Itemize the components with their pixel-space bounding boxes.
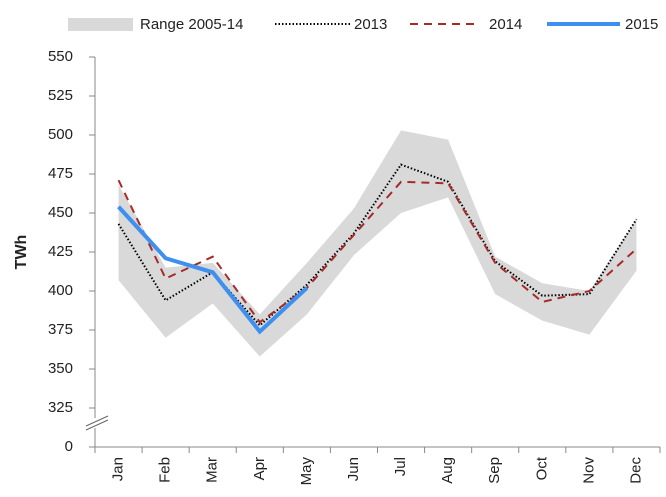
series-line — [117, 205, 309, 335]
y-tick-label: 450 — [48, 204, 73, 221]
x-tick-label: Jul — [392, 457, 409, 476]
x-tick-label: Jun — [345, 457, 362, 481]
x-tick-label: Oct — [533, 456, 550, 480]
series-line — [117, 163, 638, 327]
x-tick-label: Sep — [486, 457, 503, 484]
y-tick-label: 525 — [48, 87, 73, 104]
y-tick-label: 350 — [48, 360, 73, 377]
y-tick-label: 500 — [48, 126, 73, 143]
x-tick-label: Apr — [251, 457, 268, 480]
legend-label: 2015 — [625, 16, 658, 33]
axis-break — [85, 419, 109, 431]
x-tick-label: May — [298, 457, 315, 486]
x-tick-label: Mar — [204, 457, 221, 483]
x-tick-label: Feb — [157, 457, 174, 483]
y-tick-label: 425 — [48, 243, 73, 260]
series-line — [117, 179, 638, 324]
legend-label: 2014 — [489, 16, 522, 33]
legend-swatch — [68, 18, 133, 31]
legend-label: 2013 — [354, 16, 387, 33]
x-tick-label: Nov — [580, 457, 597, 484]
y-tick-label: 325 — [48, 399, 73, 416]
axis-break-gap — [88, 418, 102, 428]
legend-label: Range 2005-14 — [140, 16, 243, 33]
x-tick-label: Aug — [439, 457, 456, 484]
y-axis-title: TWh — [13, 235, 30, 270]
y-tick-label: 550 — [48, 48, 73, 65]
y-tick-label: 475 — [48, 165, 73, 182]
axis-break — [85, 415, 109, 427]
x-tick-label: Jan — [110, 457, 127, 481]
range-area — [118, 130, 637, 357]
y-tick-label: 0 — [65, 438, 73, 455]
x-tick-label: Dec — [627, 457, 644, 484]
y-tick-label: 400 — [48, 282, 73, 299]
y-tick-label: 375 — [48, 321, 73, 338]
